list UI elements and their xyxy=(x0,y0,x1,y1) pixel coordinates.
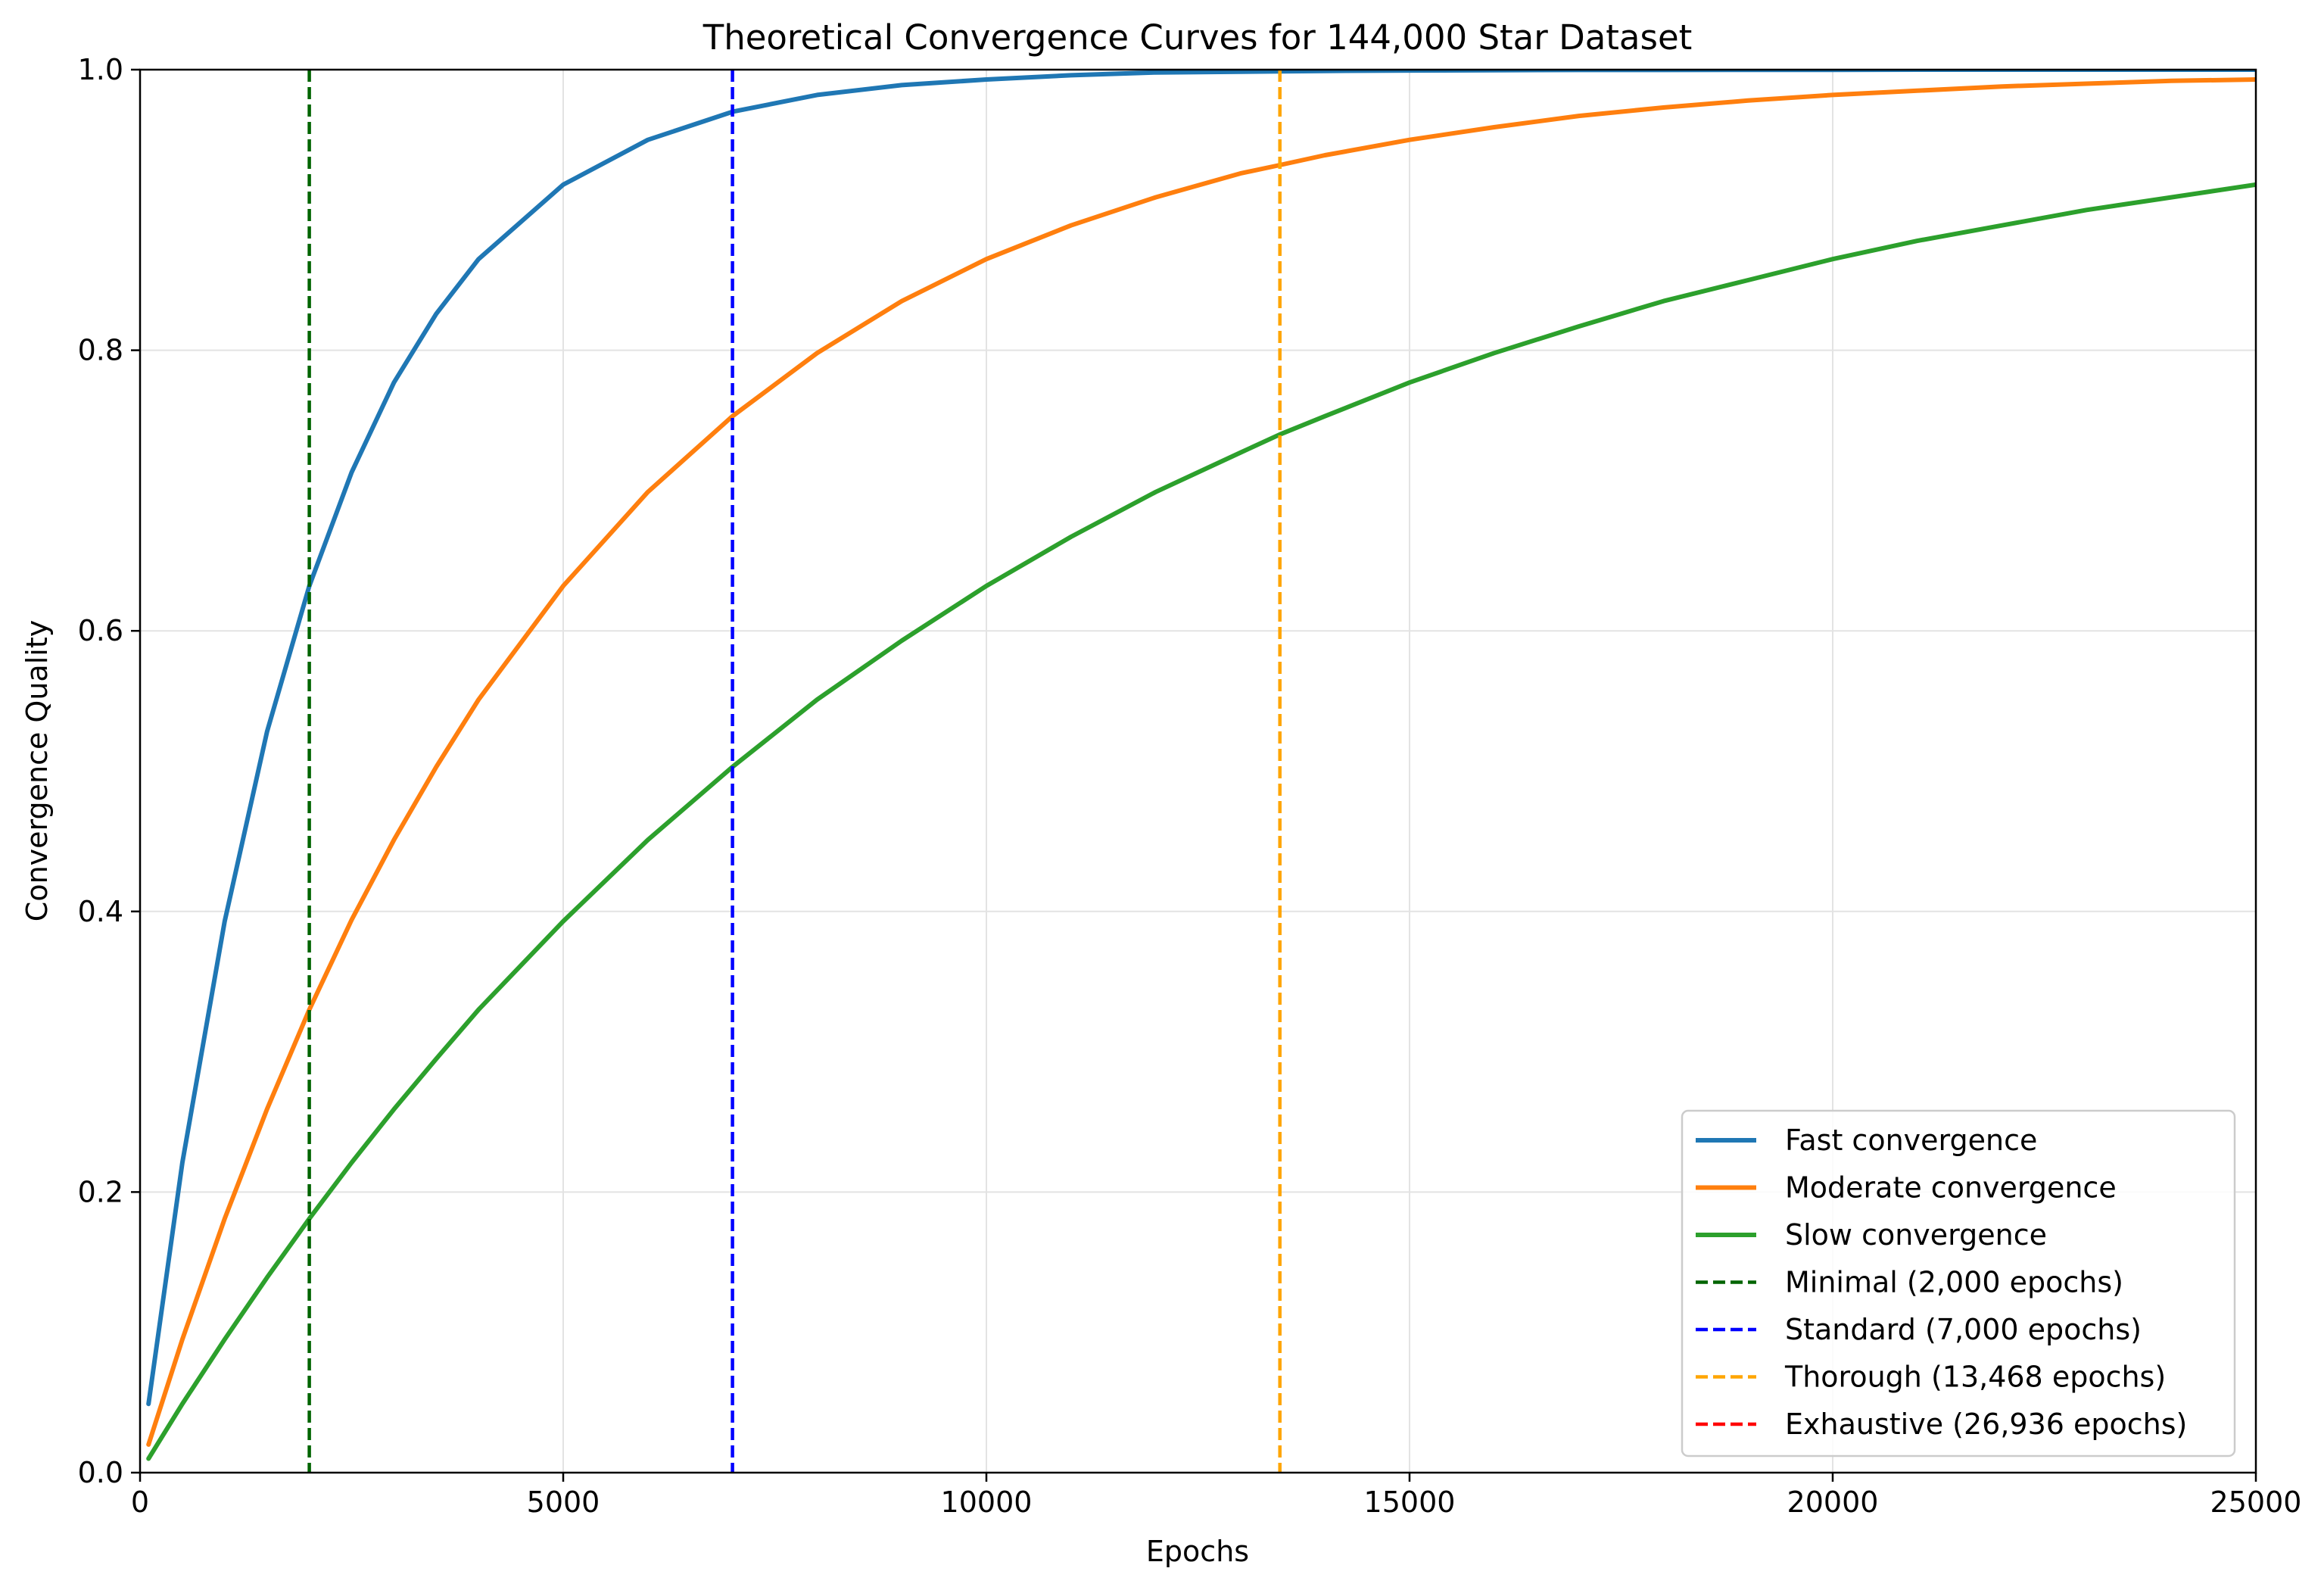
y-tick-label: 0.8 xyxy=(78,334,123,367)
legend-label: Thorough (13,468 epochs) xyxy=(1784,1361,2166,1394)
x-tick-label: 5000 xyxy=(527,1486,600,1519)
legend-label: Standard (7,000 epochs) xyxy=(1785,1313,2142,1346)
y-axis-title: Convergence Quality xyxy=(20,620,54,921)
plot-frame xyxy=(139,68,2257,1474)
grid xyxy=(139,69,2257,1473)
y-tick-label: 0.4 xyxy=(78,895,123,928)
series-line-3 xyxy=(146,182,2256,1461)
reference-lines xyxy=(307,70,1282,1473)
legend-label: Slow convergence xyxy=(1785,1218,2047,1252)
legend: Fast convergence Moderate convergence Slow… xyxy=(1681,1109,2236,1458)
legend-label: Moderate convergence xyxy=(1785,1171,2117,1205)
y-tick-label: 1.0 xyxy=(78,53,123,86)
legend-box xyxy=(1681,1109,2236,1458)
x-tick-label: 15000 xyxy=(1364,1486,1456,1519)
y-tick-label: 0.0 xyxy=(78,1456,123,1489)
chart-title: Theoretical Convergence Curves for 144,0… xyxy=(702,17,1693,58)
legend-label: Minimal (2,000 epochs) xyxy=(1785,1266,2123,1299)
x-tick-label: 20000 xyxy=(1787,1486,1879,1519)
x-axis-title: Epochs xyxy=(1146,1535,1249,1568)
legend-label: Exhaustive (26,936 epochs) xyxy=(1785,1408,2187,1441)
y-tick-label: 0.2 xyxy=(78,1175,123,1208)
x-tick-label: 0 xyxy=(131,1486,149,1519)
x-tick-label: 25000 xyxy=(2210,1486,2302,1519)
x-tick-label: 10000 xyxy=(941,1486,1033,1519)
y-axis-ticks: 0.0 0.2 0.4 0.6 0.8 1.0 xyxy=(78,53,140,1489)
series-line-2 xyxy=(146,77,2256,1447)
x-axis-ticks: 0 5000 10000 15000 20000 25000 xyxy=(131,1473,2302,1519)
legend-label: Fast convergence xyxy=(1785,1124,2037,1157)
y-tick-label: 0.6 xyxy=(78,614,123,647)
